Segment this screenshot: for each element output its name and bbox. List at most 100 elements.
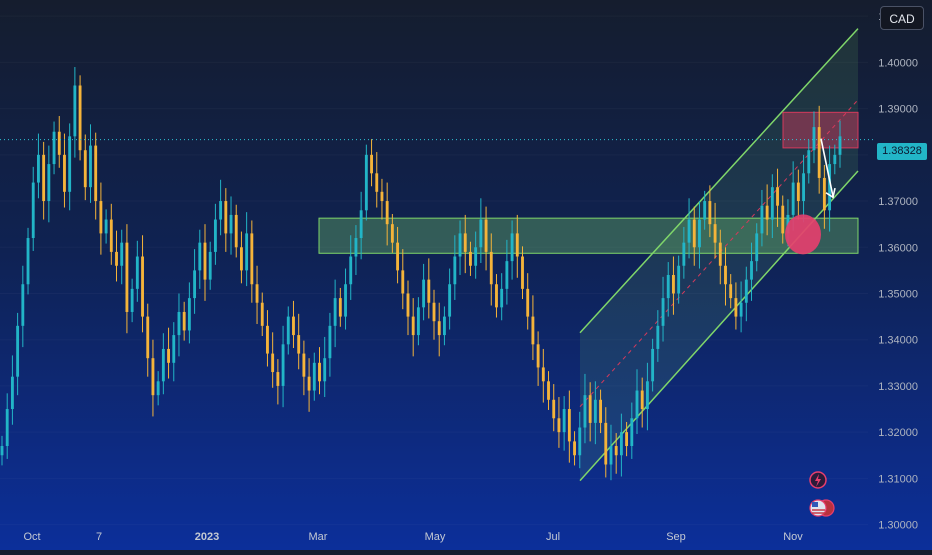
candle-body [84, 150, 87, 187]
candle-body [297, 335, 300, 353]
candle-body [771, 187, 774, 219]
y-tick-label: 1.31000 [878, 473, 918, 485]
candle-body [167, 349, 170, 363]
candle-body [625, 432, 628, 446]
candle-body [682, 243, 685, 266]
candle-body [443, 317, 446, 335]
x-tick-label: Oct [23, 531, 40, 543]
us-flag-icon [810, 500, 834, 516]
lightning-icon [810, 472, 826, 488]
candle-body [355, 238, 358, 256]
candle-body [235, 215, 238, 247]
candle-body [422, 280, 425, 308]
candle-body [448, 284, 451, 316]
candle-body [594, 400, 597, 423]
candle-body [245, 233, 248, 270]
candle-body [552, 400, 555, 418]
candle-body [464, 233, 467, 251]
candle-body [47, 164, 50, 201]
axes: 1.410001.400001.390001.380001.370001.360… [23, 11, 918, 543]
candle-body [724, 266, 727, 284]
candle-body [547, 381, 550, 399]
candle-body [256, 284, 259, 302]
candle-body [823, 178, 826, 210]
candle-body [610, 446, 613, 464]
candle-body [531, 317, 534, 345]
y-tick-label: 1.30000 [878, 520, 918, 532]
candle-body [807, 150, 810, 173]
candle-body [276, 372, 279, 386]
candle-body [521, 257, 524, 289]
candle-body [766, 206, 769, 220]
candle-body [573, 441, 576, 455]
candle-body [1, 446, 4, 455]
candle-body [381, 192, 384, 201]
candle-body [490, 252, 493, 284]
y-tick-label: 1.37000 [878, 196, 918, 208]
candle-body [188, 298, 191, 330]
candle-body [719, 243, 722, 266]
candle-body [839, 136, 842, 154]
y-tick-label: 1.39000 [878, 104, 918, 116]
currency-button[interactable]: CAD [880, 6, 924, 30]
candle-body [615, 446, 618, 455]
candle-body [459, 233, 462, 256]
candle-body [620, 432, 623, 455]
candle-body [214, 220, 217, 252]
candle-body [105, 220, 108, 234]
candle-body [396, 243, 399, 271]
x-tick-label: Nov [783, 531, 803, 543]
candle-body [125, 243, 128, 312]
candle-body [818, 127, 821, 178]
candle-body [776, 187, 779, 205]
candle-body [302, 354, 305, 377]
candle-body [266, 326, 269, 354]
candle-body [308, 377, 311, 391]
candle-body [204, 243, 207, 280]
candle-body [745, 280, 748, 303]
candle-body [250, 233, 253, 284]
candle-body [131, 289, 134, 312]
candle-body [375, 173, 378, 191]
highlight-marker [785, 214, 821, 254]
candle-body [401, 270, 404, 293]
candle-body [16, 326, 19, 377]
candle-body [599, 400, 602, 423]
x-tick-label: 7 [96, 531, 102, 543]
candle-body [646, 381, 649, 409]
candle-body [412, 317, 415, 335]
candle-body [198, 243, 201, 271]
candle-body [781, 206, 784, 234]
candle-body [407, 293, 410, 316]
candle-body [672, 275, 675, 293]
candle-body [729, 284, 732, 298]
candle-body [677, 266, 680, 294]
candle-body [183, 312, 186, 330]
candle-body [760, 206, 763, 234]
candle-body [474, 247, 477, 265]
candle-body [662, 298, 665, 326]
candle-body [604, 423, 607, 465]
y-tick-label: 1.34000 [878, 335, 918, 347]
candle-body [219, 201, 222, 219]
candle-body [511, 233, 514, 261]
candle-body [172, 335, 175, 363]
candle-body [162, 349, 165, 381]
candle-body [636, 391, 639, 419]
x-tick-label: Sep [666, 531, 686, 543]
candle-body [152, 358, 155, 395]
candle-body [53, 132, 56, 164]
candle-body [802, 173, 805, 201]
candle-body [578, 428, 581, 456]
y-tick-label: 1.36000 [878, 242, 918, 254]
drawing-tools [319, 29, 858, 481]
candle-body [833, 155, 836, 164]
candle-body [714, 224, 717, 242]
candle-body [328, 326, 331, 358]
x-tick-label: May [425, 531, 446, 543]
y-tick-label: 1.33000 [878, 381, 918, 393]
candle-body [641, 391, 644, 409]
candle-body [813, 127, 816, 150]
